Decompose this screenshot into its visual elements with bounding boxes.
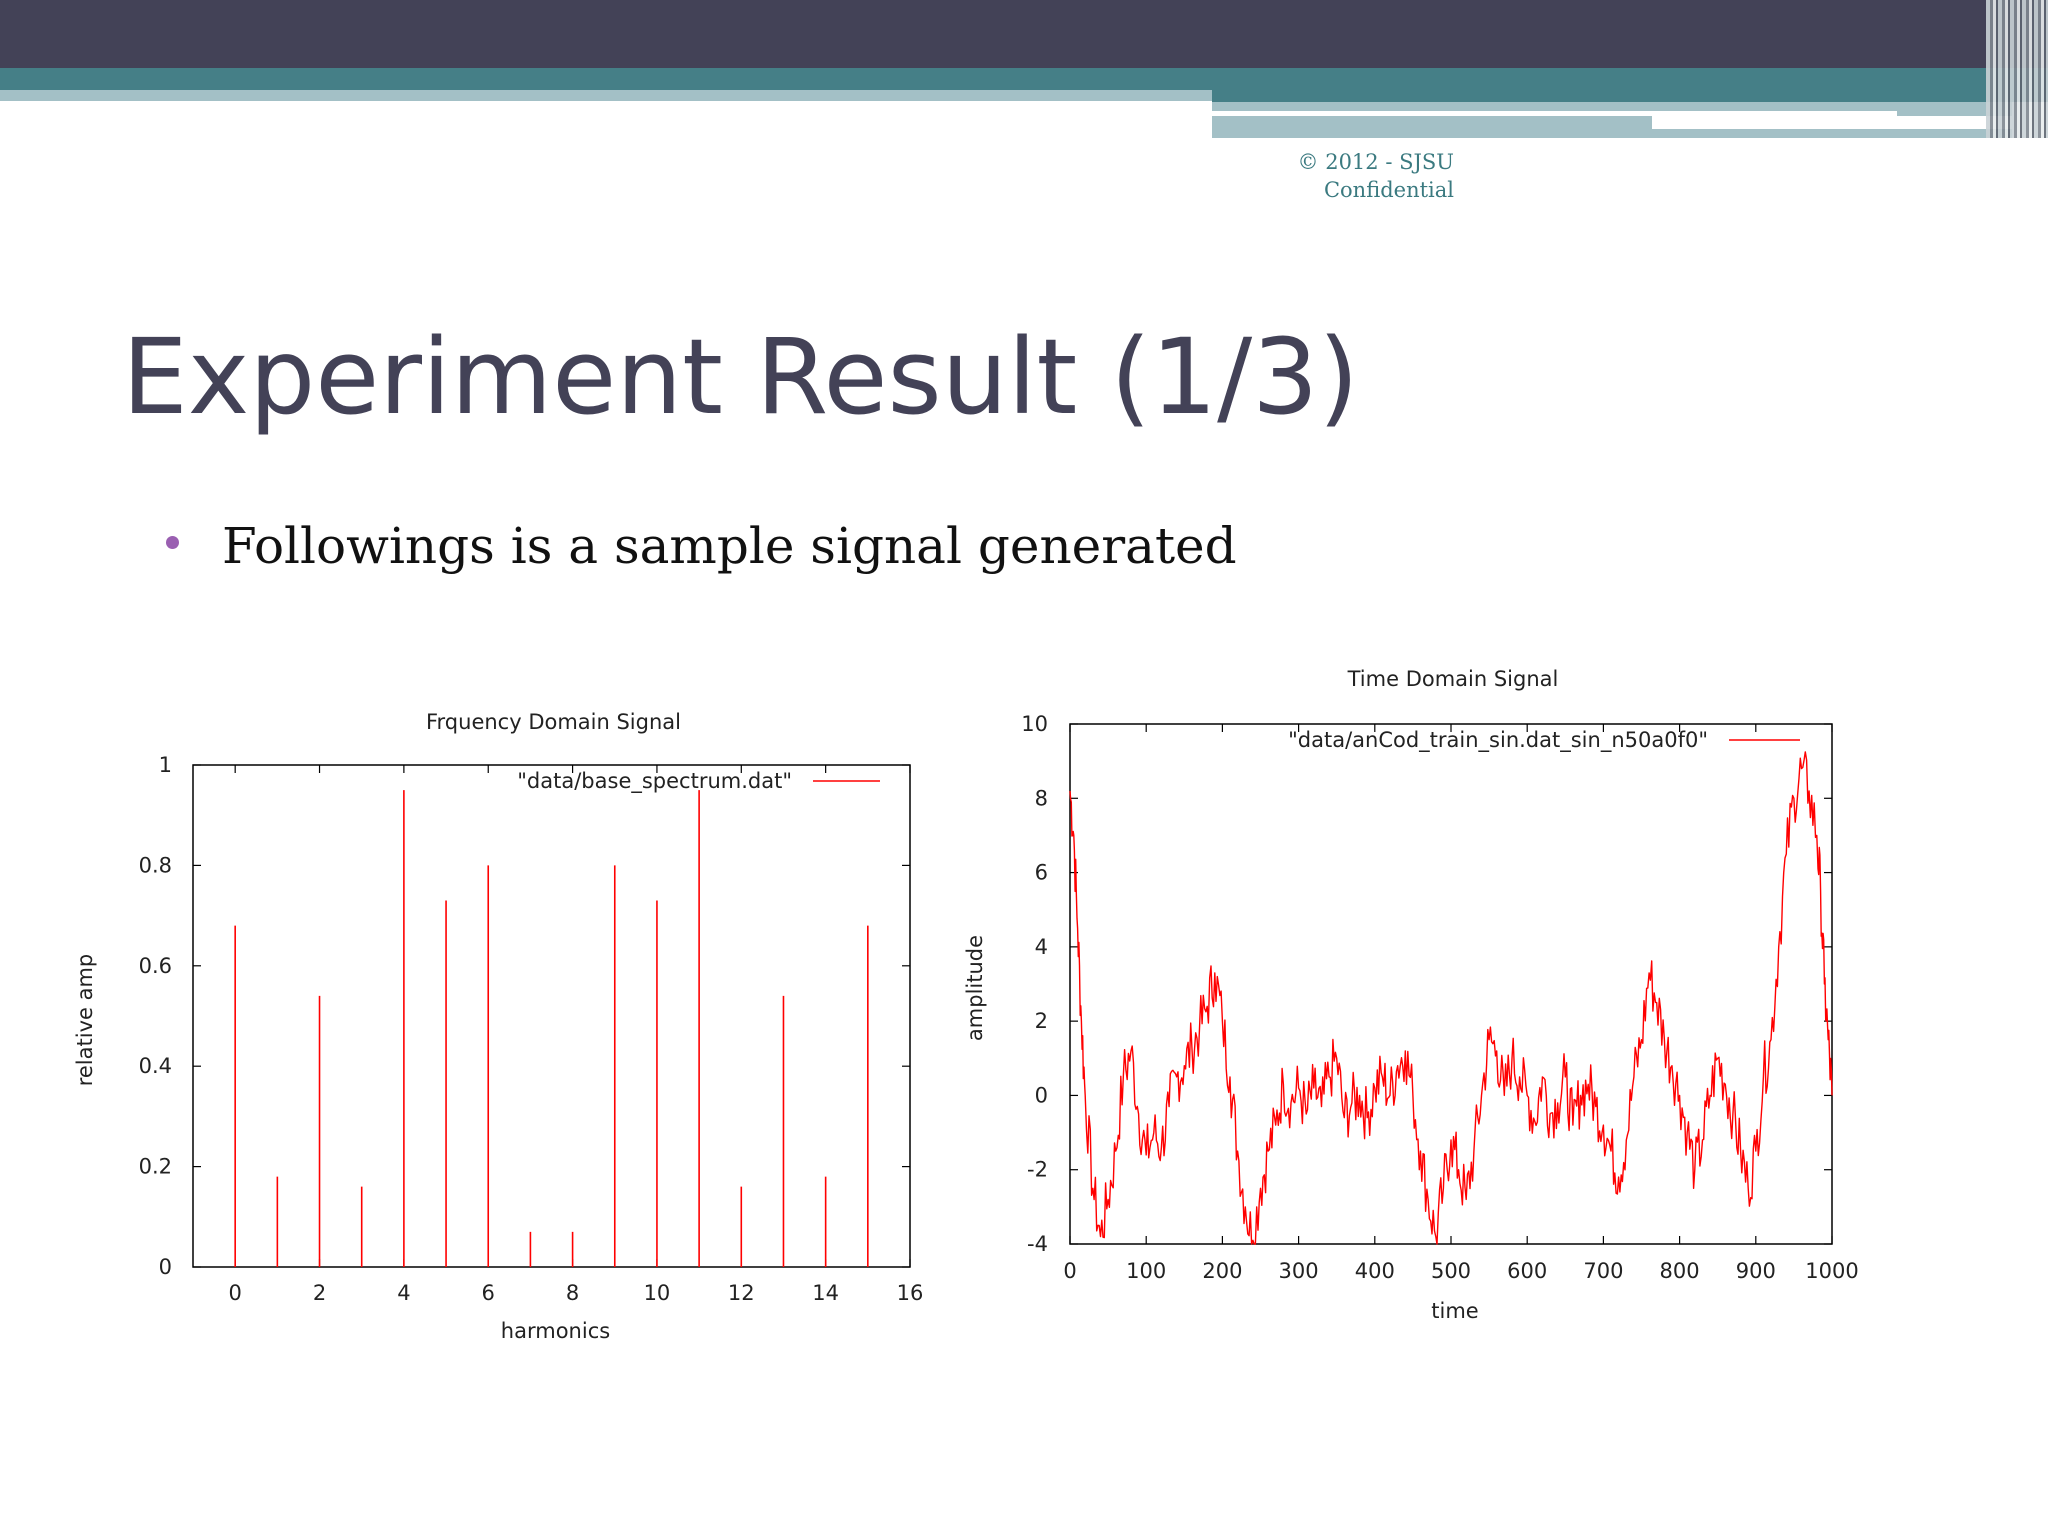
chart2-x-tick-label: 100 (1126, 1259, 1166, 1283)
chart2-x-tick-label: 800 (1660, 1259, 1700, 1283)
chart2-x-tick-label: 200 (1202, 1259, 1242, 1283)
chart2-x-tick-label: 500 (1431, 1259, 1471, 1283)
slide-title: Experiment Result (1/3) (122, 316, 1359, 438)
bullet-dot-icon (166, 536, 179, 549)
chart2-x-tick-label: 900 (1736, 1259, 1776, 1283)
chart2-x-tick-label: 700 (1583, 1259, 1623, 1283)
chart2-x-tick-label: 1000 (1805, 1259, 1858, 1283)
chart2-legend-label: "data/anCod_train_sin.dat_sin_n50a0f0" (1288, 728, 1708, 753)
chart1-y-tick-label: 0.8 (139, 853, 172, 877)
chart1-legend-label: "data/base_spectrum.dat" (517, 769, 792, 794)
chart1-x-tick-label: 6 (482, 1281, 495, 1305)
chart1-y-tick-label: 1 (159, 753, 172, 777)
chart1-x-tick-label: 14 (812, 1281, 839, 1305)
chart1-x-tick-label: 2 (313, 1281, 326, 1305)
chart2-x-tick-label: 400 (1355, 1259, 1395, 1283)
chart1-plot-frame (192, 764, 911, 1268)
chart2-y-tick-label: 2 (1035, 1009, 1048, 1033)
chart1-x-tick-label: 16 (897, 1281, 924, 1305)
chart2-y-axis-label: amplitude (963, 935, 987, 1041)
chart1-x-tick-label: 8 (566, 1281, 579, 1305)
header-band-teal-right (1212, 90, 2048, 102)
chart1-title: Frquency Domain Signal (426, 710, 681, 734)
chart1-x-tick-label: 10 (644, 1281, 671, 1305)
chart1-x-axis-label: harmonics (501, 1319, 610, 1343)
chart2-x-tick-label: 0 (1063, 1259, 1076, 1283)
header-band-accent-c (1652, 129, 2012, 138)
chart1-x-tick-label: 12 (728, 1281, 755, 1305)
chart2-plot-frame (1069, 723, 1833, 1245)
chart1-y-tick-label: 0.4 (139, 1054, 172, 1078)
header-band-teal (0, 68, 2048, 90)
chart2-title: Time Domain Signal (1347, 667, 1559, 691)
chart2-y-tick-label: -2 (1027, 1158, 1048, 1182)
header-stripes (1986, 0, 2048, 138)
header-band-accent-b (1212, 116, 1652, 138)
chart2-y-tick-label: -4 (1027, 1232, 1048, 1256)
chart2-x-tick-label: 300 (1279, 1259, 1319, 1283)
header-band-dark (0, 0, 2048, 68)
chart1-y-axis-label: relative amp (73, 954, 97, 1087)
chart2-y-tick-label: 10 (1021, 712, 1048, 736)
chart2-series-line (1069, 751, 1833, 1245)
confidential-line: Confidential (1323, 178, 1454, 202)
chart2-y-tick-label: 0 (1035, 1083, 1048, 1107)
chart1-y-tick-label: 0.2 (139, 1155, 172, 1179)
chart2-y-tick-label: 6 (1035, 861, 1048, 885)
chart1-x-tick-label: 4 (397, 1281, 410, 1305)
chart1-y-tick-label: 0.6 (139, 954, 172, 978)
chart2-y-tick-label: 4 (1035, 935, 1048, 959)
chart2-x-axis-label: time (1431, 1299, 1478, 1323)
copyright-line: © 2012 - SJSU (1297, 150, 1454, 174)
bullet-text: Followings is a sample signal generated (222, 517, 1237, 575)
chart2-x-tick-label: 600 (1507, 1259, 1547, 1283)
chart1-x-tick-label: 0 (228, 1281, 241, 1305)
chart1-y-tick-label: 0 (159, 1255, 172, 1279)
chart2-y-tick-label: 8 (1035, 786, 1048, 810)
header-band-light (0, 90, 1212, 101)
header-band-accent-line (1212, 111, 1897, 116)
copyright-notice: © 2012 - SJSU Confidential (1240, 148, 1454, 204)
